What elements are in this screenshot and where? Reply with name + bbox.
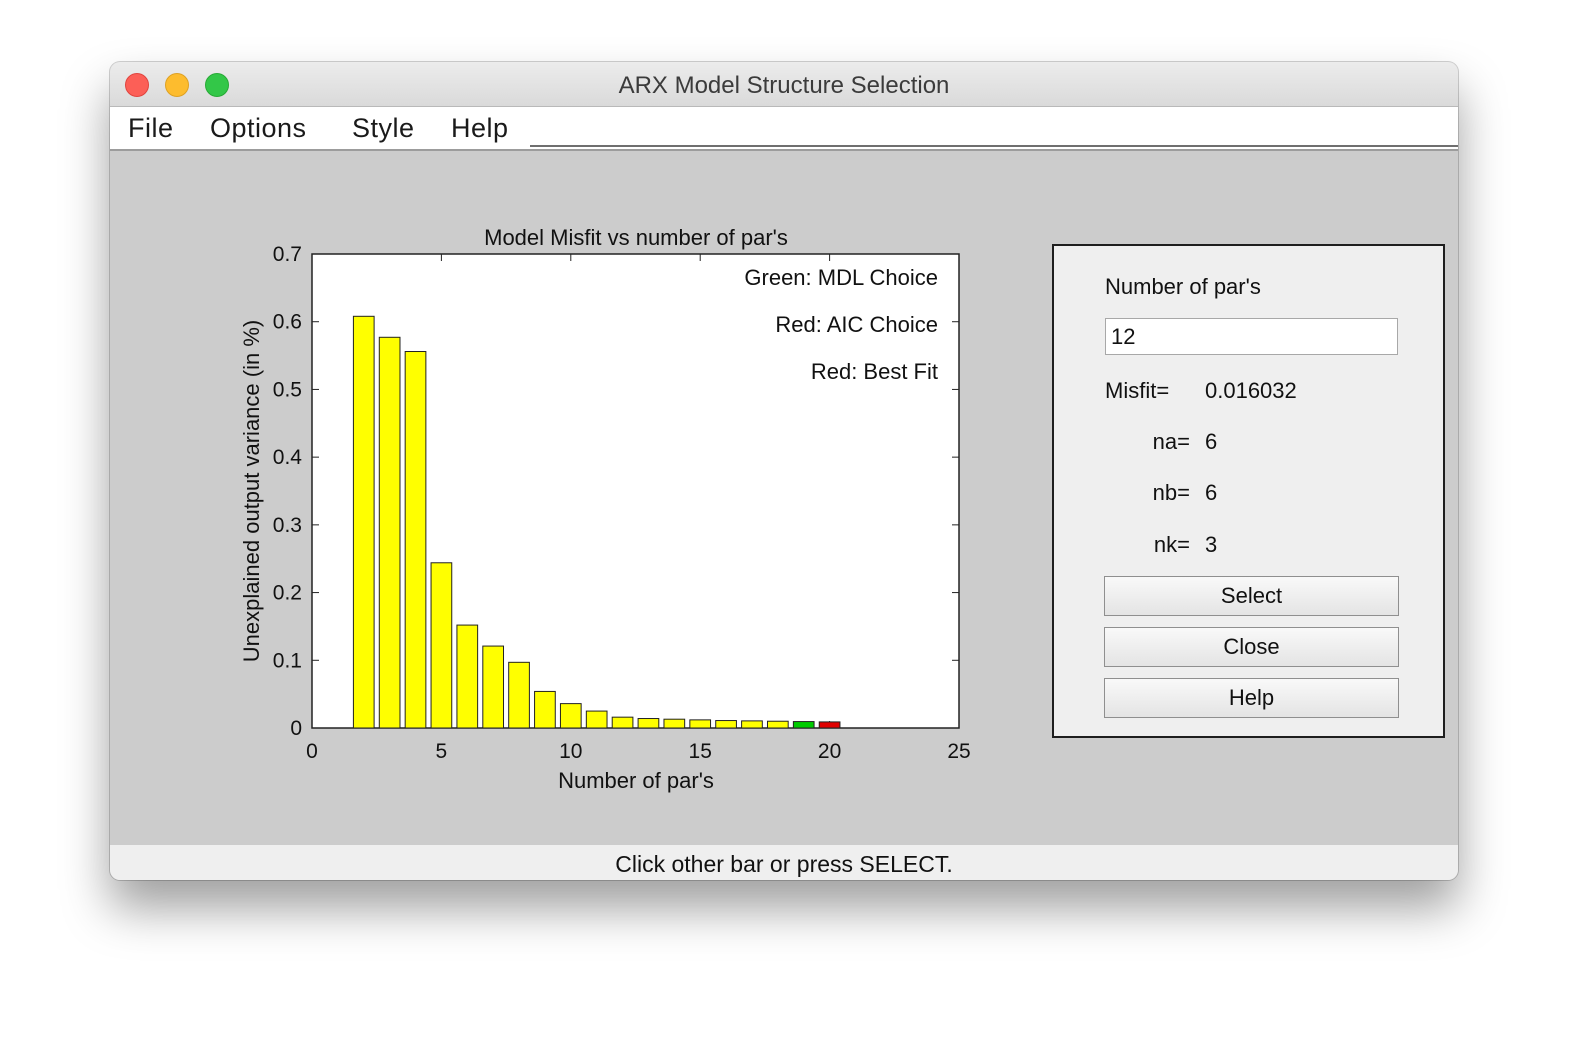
misfit-bar[interactable]: [456, 624, 479, 729]
misfit-bar[interactable]: [741, 720, 763, 729]
number-of-params-label: Number of par's: [1105, 274, 1261, 299]
misfit-bar[interactable]: [611, 716, 634, 729]
y-tick-label: 0.6: [273, 311, 302, 334]
figure-area: Model Misfit vs number of par's 0 5 10 15 20…: [110, 151, 1458, 845]
y-tick-label: 0.5: [273, 378, 302, 401]
help-button[interactable]: Help: [1104, 678, 1399, 718]
x-axis-label: Number of par's: [558, 768, 714, 793]
close-button[interactable]: Close: [1104, 627, 1399, 667]
nk-label: nk=: [1153, 532, 1190, 557]
misfit-bar[interactable]: [430, 562, 453, 729]
x-tick-label: 15: [689, 740, 712, 763]
maximize-window-button[interactable]: [205, 73, 229, 97]
arx-window: ARX Model Structure Selection File Optio…: [110, 62, 1458, 880]
y-tick-label: 0.1: [273, 649, 302, 672]
y-tick-label: 0.2: [273, 582, 302, 605]
annotation-aic: Red: AIC Choice: [775, 312, 938, 337]
nb-value: 6: [1205, 480, 1218, 505]
number-of-params-field[interactable]: 12: [1105, 318, 1398, 355]
annotation-best-fit: Red: Best Fit: [811, 359, 938, 384]
misfit-bar[interactable]: [585, 710, 608, 729]
misfit-value: 0.016032: [1205, 378, 1297, 403]
menu-bar: File Options Style Help: [110, 107, 1458, 151]
misfit-bar-chart: Model Misfit vs number of par's 0 5 10 15 20…: [239, 225, 971, 793]
x-tick-label: 5: [436, 740, 448, 763]
misfit-bar[interactable]: [766, 720, 789, 729]
y-axis-label: Unexplained output variance (in %): [239, 320, 264, 662]
misfit-bar[interactable]: [378, 336, 401, 729]
misfit-bar[interactable]: [508, 661, 530, 729]
misfit-bar[interactable]: [404, 351, 427, 729]
y-tick-label: 0: [290, 717, 302, 740]
na-label: na=: [1152, 429, 1190, 454]
menu-file[interactable]: File: [128, 113, 174, 143]
x-tick-label: 25: [947, 740, 970, 763]
menu-style[interactable]: Style: [352, 113, 415, 143]
nb-label: nb=: [1152, 480, 1190, 505]
annotation-mdl: Green: MDL Choice: [744, 265, 938, 290]
misfit-bar[interactable]: [352, 315, 375, 729]
misfit-bar[interactable]: [689, 719, 712, 729]
y-tick-label: 0.7: [273, 243, 302, 266]
na-value: 6: [1205, 429, 1218, 454]
y-tick-label: 0.3: [273, 514, 302, 537]
x-tick-label: 10: [559, 740, 582, 763]
x-tick-label: 0: [306, 740, 318, 763]
select-button[interactable]: Select: [1104, 576, 1399, 616]
title-bar: ARX Model Structure Selection: [110, 62, 1458, 107]
aic-choice-bar[interactable]: [818, 721, 841, 729]
close-window-button[interactable]: [125, 73, 149, 97]
chart-title: Model Misfit vs number of par's: [484, 225, 788, 250]
status-bar: Click other bar or press SELECT.: [110, 845, 1458, 880]
structure-panel: Number of par's 12 Misfit= 0.016032 na= …: [1052, 244, 1445, 738]
nk-value: 3: [1205, 532, 1218, 557]
y-tick-label: 0.4: [273, 446, 303, 469]
menu-divider: [530, 145, 1458, 147]
mdl-choice-bar[interactable]: [792, 721, 815, 729]
menu-help[interactable]: Help: [451, 113, 509, 143]
minimize-window-button[interactable]: [165, 73, 189, 97]
misfit-label: Misfit=: [1105, 378, 1170, 403]
misfit-bar[interactable]: [715, 720, 737, 729]
window-title: ARX Model Structure Selection: [618, 72, 950, 99]
menu-options[interactable]: Options: [210, 113, 307, 143]
misfit-bar[interactable]: [637, 718, 660, 729]
misfit-bar[interactable]: [559, 703, 582, 729]
misfit-bar[interactable]: [663, 718, 686, 729]
misfit-bar[interactable]: [534, 690, 556, 729]
x-tick-label: 20: [818, 740, 841, 763]
misfit-bar[interactable]: [482, 645, 505, 729]
